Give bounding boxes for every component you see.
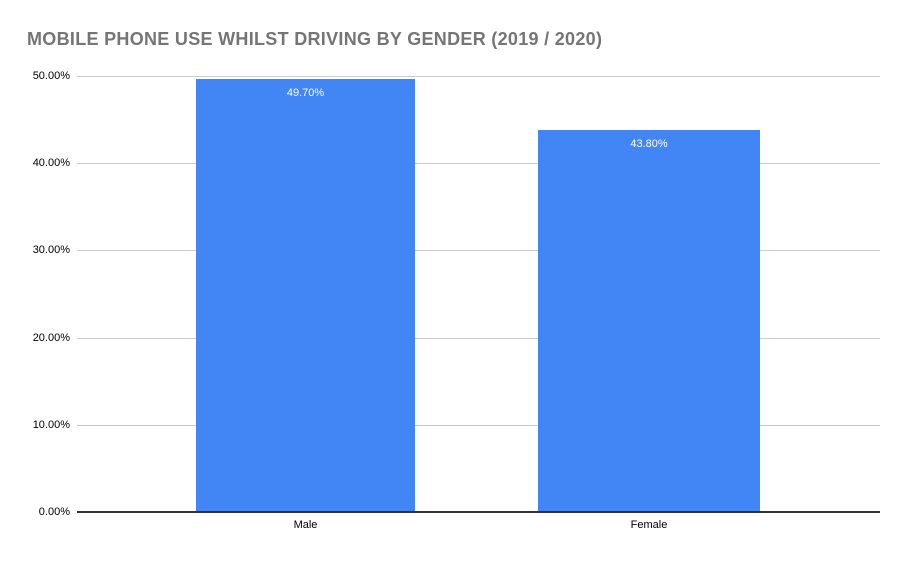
x-axis-line [77,511,880,513]
y-axis-tick-label: 40.00% [32,157,70,170]
bar-value-label: 43.80% [630,138,668,151]
gridline [77,250,880,252]
bar-male: 49.70% [196,78,415,511]
y-axis-tick-label: 20.00% [32,331,70,344]
gridline [77,163,880,165]
x-axis-category-label: Male [293,519,318,531]
y-axis-tick-label: 50.00% [32,70,70,82]
bar-female: 43.80% [538,130,760,511]
x-axis-category-label: Female [630,519,668,531]
chart-title: MOBILE PHONE USE WHILST DRIVING BY GENDE… [27,29,603,49]
y-axis-tick-label: 0.00% [38,506,70,518]
bar-value-label: 49.70% [286,86,325,99]
y-axis-tick-label: 30.00% [32,244,70,257]
gridline [77,76,880,77]
gridline [77,424,880,426]
y-axis-tick-label: 10.00% [32,418,70,431]
gridline [77,337,880,339]
